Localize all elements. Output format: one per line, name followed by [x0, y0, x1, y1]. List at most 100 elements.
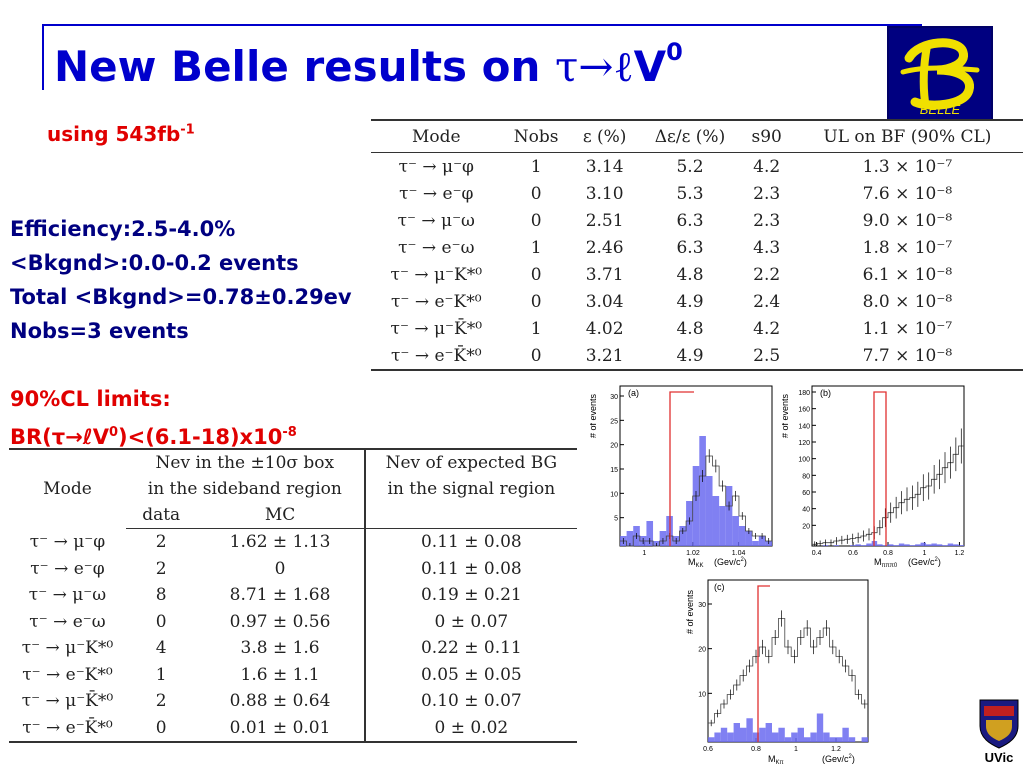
results-cell: 2.4 — [753, 291, 781, 312]
results-cell: 3.71 — [585, 264, 624, 285]
plot-a-xtick: 1.02 — [686, 550, 700, 557]
plot-b-mc-bar — [866, 543, 872, 546]
background-row: τ⁻ → μ⁻φ 2 1.62 ± 1.13 0.11 ± 0.08 — [9, 528, 577, 556]
plot-c-mc-bar — [836, 737, 843, 742]
plot-a-ylabel: # of events — [590, 393, 598, 438]
title-tau: τ — [555, 42, 579, 91]
background-row: τ⁻ → e⁻ω 0 0.97 ± 0.56 0 ± 0.07 — [9, 608, 577, 635]
plot-c-mc-bar — [765, 723, 772, 742]
plot-b-ytick: 160 — [798, 407, 810, 414]
limits-heading: 90%CL limits: — [10, 387, 171, 411]
plot-b-histogram — [812, 428, 964, 546]
plot-b-data-line — [812, 445, 964, 545]
results-table-header: Mode Nobs ε (%) Δε/ε (%) s90 UL on BF (90% CL… — [371, 120, 1023, 153]
efficiency-line: Efficiency:2.5-4.0% — [10, 217, 236, 241]
results-cell: 4.9 — [676, 291, 704, 312]
background-cell: 0 ± 0.02 — [363, 714, 577, 742]
background-cell: 0.05 ± 0.05 — [363, 661, 577, 688]
results-table: Mode Nobs ε (%) Δε/ε (%) s90 UL on BF (90% CL… — [371, 119, 1023, 371]
branching-ratio-line: BR(τ→ℓV0)<(6.1-18)x10-8 — [10, 416, 297, 454]
luminosity-sup: -1 — [180, 122, 195, 138]
results-cell: τ⁻ → e⁻K̄*⁰ — [391, 345, 482, 366]
background-cell: 8 — [155, 585, 167, 606]
plot-b-frame — [811, 385, 965, 547]
background-cell: τ⁻ → μ⁻φ — [29, 532, 106, 552]
background-row: τ⁻ → e⁻K̄*⁰ 0 0.01 ± 0.01 0 ± 0.02 — [9, 714, 577, 742]
plot-c-mc-bar — [714, 732, 721, 742]
results-cell: 7.6 × 10⁻⁸ — [862, 183, 953, 204]
bg-header-blank — [363, 502, 577, 529]
results-cell: τ⁻ → μ⁻K̄*⁰ — [390, 318, 483, 339]
bg-header-mode: Mode — [43, 479, 92, 500]
results-cell: τ⁻ → μ⁻K*⁰ — [390, 264, 483, 285]
results-cell: 1.8 × 10⁻⁷ — [862, 237, 953, 258]
title-sup: 0 — [666, 38, 683, 66]
bg-header-expected-l2: in the signal region — [363, 476, 577, 502]
plot-b-mc-bar — [860, 545, 867, 546]
background-cell: τ⁻ → μ⁻ω — [28, 585, 107, 606]
plot-a-mc-bar — [738, 526, 746, 546]
plot-a-mc-bar — [745, 531, 753, 546]
br-v: V — [92, 425, 109, 449]
results-cell: 4.8 — [676, 264, 704, 285]
background-cell: 0 — [155, 611, 167, 632]
background-cell: 0.97 ± 0.56 — [229, 611, 331, 632]
background-cell: 1.6 ± 1.1 — [240, 664, 320, 685]
title-prefix: New Belle results on — [54, 42, 556, 91]
plot-b-xtick: 1.2 — [955, 550, 965, 557]
plot-a: 30 25 20 15 10 5 1 1.02 1.04 (a) # of events MKK… — [590, 378, 780, 570]
results-cell: 2.46 — [585, 237, 624, 258]
br-suffix: )<(6.1-18)x10 — [118, 425, 283, 449]
plot-a-unit: (Gev/c2) — [714, 557, 747, 567]
background-row: τ⁻ → μ⁻K̄*⁰ 2 0.88 ± 0.64 0.10 ± 0.07 — [9, 688, 577, 715]
results-cell: 4.9 — [676, 345, 704, 366]
belle-logo-text: BELLE — [920, 102, 961, 117]
results-header-1: Nobs — [501, 120, 571, 153]
results-cell: 6.1 × 10⁻⁸ — [862, 264, 953, 285]
bg-header-row-2: in the sideband region in the signal reg… — [9, 476, 577, 502]
results-cell: 0 — [530, 183, 542, 204]
background-table-body: τ⁻ → μ⁻φ 2 1.62 ± 1.13 0.11 ± 0.08 τ⁻ → e⁻φ 2… — [9, 528, 577, 742]
plot-a-ytick: 15 — [610, 467, 618, 474]
results-cell: 2.3 — [753, 183, 781, 204]
plot-b-xtick: 0.6 — [848, 550, 858, 557]
plot-b-mc-bar — [942, 545, 948, 546]
br-v-sup: 0 — [108, 425, 119, 440]
plot-b-ytick: 140 — [798, 423, 810, 430]
results-cell: 0 — [530, 291, 542, 312]
background-cell: 2 — [155, 558, 167, 579]
plot-b-mc-bar — [958, 545, 964, 546]
plot-c-ytick: 20 — [698, 647, 706, 654]
plot-b-ytick: 80 — [802, 473, 810, 480]
title-ell: ℓ — [613, 42, 634, 91]
results-row: τ⁻ → e⁻K̄*⁰ 0 3.21 4.9 2.5 7.7 × 10⁻⁸ — [371, 342, 1023, 370]
plot-b-mc-bar — [936, 544, 943, 546]
plot-b-ylabel: # of events — [782, 393, 790, 438]
plot-c-xtick: 0.8 — [751, 746, 761, 753]
results-row: τ⁻ → e⁻K*⁰ 0 3.04 4.9 2.4 8.0 × 10⁻⁸ — [371, 288, 1023, 315]
plot-c-ytick: 30 — [698, 602, 706, 609]
results-cell: 2.3 — [753, 210, 781, 231]
plot-b-mc-bar — [904, 544, 910, 546]
results-cell: τ⁻ → μ⁻ω — [397, 210, 475, 231]
plot-b-mc-bar — [833, 545, 840, 546]
results-cell: 1 — [530, 156, 542, 177]
background-cell: τ⁻ → e⁻K*⁰ — [22, 664, 113, 685]
plot-b-ytick: 120 — [798, 440, 810, 447]
plot-c-xtick: 1.2 — [831, 746, 841, 753]
plot-c-ytick: 10 — [698, 691, 706, 698]
results-cell: 0 — [530, 210, 542, 231]
br-ell: ℓ — [82, 425, 93, 449]
plot-c-histogram — [708, 610, 868, 742]
results-cell: 3.04 — [585, 291, 624, 312]
plot-c-mc-bar — [810, 732, 817, 742]
results-cell: τ⁻ → μ⁻φ — [398, 156, 474, 177]
plot-b-unit: (Gev/c2) — [908, 557, 941, 567]
background-cell: τ⁻ → e⁻ω — [29, 611, 106, 632]
background-cell: 1.62 ± 1.13 — [229, 532, 331, 553]
br-arrow: → — [65, 425, 83, 449]
uvic-logo-text: UVic — [985, 750, 1014, 765]
results-header-5: UL on BF (90% CL) — [791, 120, 1023, 153]
plot-b-ytick: 60 — [802, 490, 810, 497]
luminosity-text: using 543fb — [47, 122, 181, 146]
